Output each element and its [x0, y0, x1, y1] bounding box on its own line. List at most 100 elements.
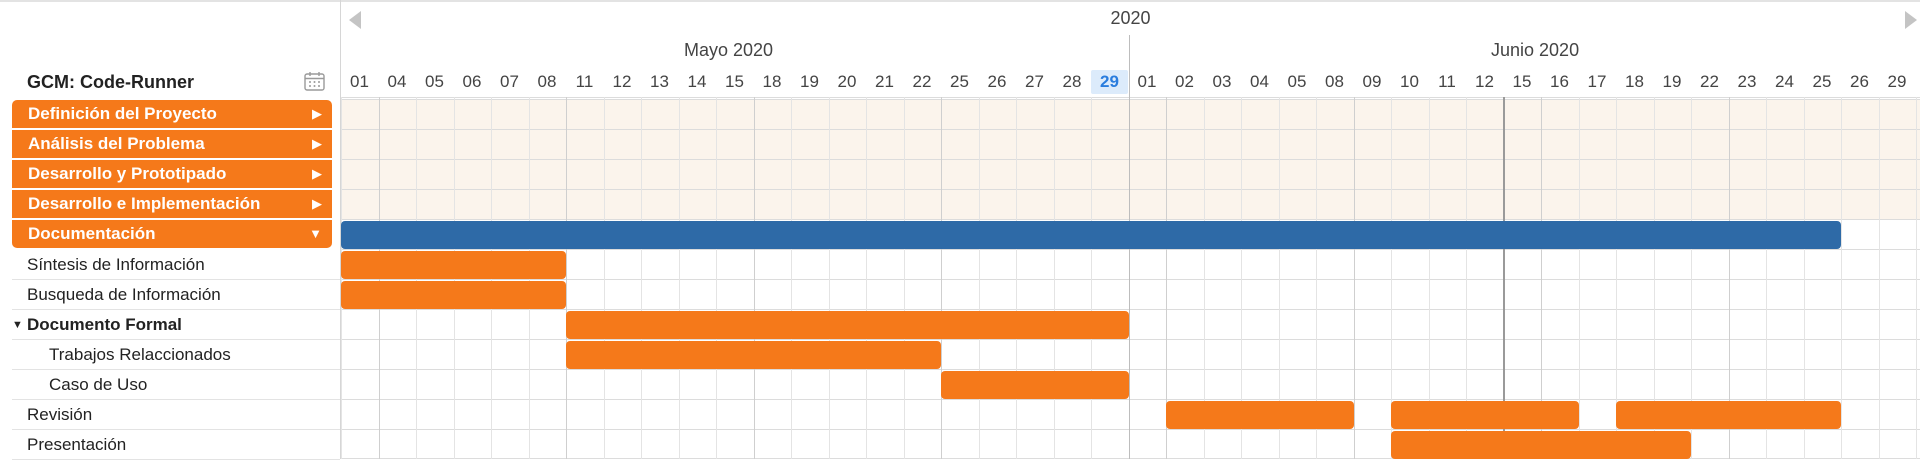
day-label: 12	[612, 72, 632, 91]
group-desarrollo-implementacion[interactable]: Desarrollo e Implementación ▶	[12, 190, 332, 218]
task-bar[interactable]	[941, 371, 1129, 399]
day-label: 22	[1700, 72, 1719, 91]
column-gridline	[1316, 97, 1317, 459]
column-gridline	[1203, 97, 1205, 459]
column-gridline	[1466, 97, 1467, 459]
month-label-junio: Junio 2020	[1491, 40, 1580, 60]
column-gridline	[866, 97, 867, 459]
day-label: 01	[1137, 72, 1157, 91]
group-desarrollo-prototipado[interactable]: Desarrollo y Prototipado ▶	[12, 160, 332, 188]
day-label: 10	[1400, 72, 1419, 91]
row-gridline	[341, 249, 1920, 250]
day-label: 24	[1775, 72, 1794, 91]
day-label: 26	[987, 72, 1007, 91]
task-label: Trabajos Relaccionados	[49, 345, 231, 364]
chevron-down-icon[interactable]: ▼	[12, 319, 23, 331]
row-gridline	[341, 279, 1920, 280]
task-row-presentacion[interactable]: Presentación	[12, 430, 340, 460]
group-label: Desarrollo y Prototipado	[28, 164, 227, 183]
row-gridline	[341, 159, 1920, 160]
task-row-caso-de-uso[interactable]: Caso de Uso	[12, 370, 340, 400]
day-label: 04	[1250, 72, 1269, 91]
column-gridline	[1091, 97, 1092, 459]
group-label: Definición del Proyecto	[28, 104, 217, 123]
day-label: 13	[650, 72, 669, 91]
task-label: Caso de Uso	[49, 375, 148, 394]
day-label: 25	[950, 72, 969, 91]
row-gridline	[341, 189, 1920, 190]
chevron-down-icon[interactable]: ▼	[309, 226, 322, 241]
current-week-marker	[1502, 97, 1505, 459]
day-label: 15	[1512, 72, 1532, 91]
top-border	[0, 0, 1920, 2]
task-bar[interactable]	[1616, 401, 1841, 429]
column-gridline	[1878, 97, 1880, 459]
task-bar[interactable]	[1166, 401, 1354, 429]
panel-divider[interactable]	[340, 0, 341, 459]
task-row-revision[interactable]: Revisión	[12, 400, 340, 430]
column-gridline	[1166, 97, 1167, 459]
group-analisis-problema[interactable]: Análisis del Problema ▶	[12, 130, 332, 158]
task-row-trabajos-relaccionados[interactable]: Trabajos Relaccionados	[12, 340, 340, 370]
row-gridline	[341, 369, 1920, 370]
column-gridline	[1428, 97, 1430, 459]
column-gridline	[1841, 97, 1842, 459]
column-gridline	[1766, 97, 1767, 459]
group-label: Documentación	[28, 224, 156, 243]
chevron-right-icon[interactable]: ▶	[312, 196, 322, 211]
task-label: Busqueda de Información	[27, 285, 221, 304]
chevron-right-icon[interactable]	[1905, 11, 1917, 29]
day-label: 04	[387, 72, 407, 91]
day-label: 02	[1175, 72, 1194, 91]
group-label: Análisis del Problema	[28, 134, 205, 153]
column-gridline	[791, 97, 792, 459]
group-label: Desarrollo e Implementación	[28, 194, 261, 213]
task-row-busqueda[interactable]: Busqueda de Información	[12, 280, 340, 310]
day-label: 19	[1662, 72, 1682, 91]
day-label: 12	[1475, 72, 1494, 91]
task-row-documento-formal[interactable]: ▼ Documento Formal	[12, 310, 340, 340]
task-bar[interactable]	[566, 311, 1129, 339]
task-row-sintesis[interactable]: Síntesis de Información	[12, 250, 340, 280]
calendar-icon[interactable]	[304, 71, 325, 91]
collapsed-groups-band	[341, 100, 1920, 220]
day-label: 05	[425, 72, 444, 91]
group-definicion-proyecto[interactable]: Definición del Proyecto ▶	[12, 100, 332, 128]
task-bar[interactable]	[341, 281, 566, 309]
task-bar[interactable]	[566, 341, 941, 369]
summary-bar-documentacion[interactable]	[341, 221, 1841, 249]
day-label: 08	[1325, 72, 1344, 91]
day-label: 16	[1550, 72, 1569, 91]
day-label: 23	[1737, 72, 1757, 91]
day-label: 19	[800, 72, 819, 91]
task-bar[interactable]	[1391, 401, 1579, 429]
day-label: 14	[687, 72, 707, 91]
task-bar[interactable]	[1391, 431, 1691, 459]
column-gridline	[753, 97, 755, 459]
column-gridline	[641, 97, 642, 459]
row-gridline	[341, 129, 1920, 130]
chevron-right-icon[interactable]: ▶	[312, 136, 322, 151]
column-gridline	[1353, 97, 1355, 459]
chevron-right-icon[interactable]: ▶	[312, 166, 322, 181]
chevron-left-icon[interactable]	[349, 11, 361, 29]
task-label: Revisión	[27, 405, 93, 424]
day-label: 07	[500, 72, 519, 91]
gantt-timeline: 2020 Mayo 2020 Junio 2020 01 04 05 06 07 08 11…	[341, 0, 1920, 459]
column-gridline	[678, 97, 680, 459]
column-gridline	[978, 97, 980, 459]
day-label: 05	[1287, 72, 1307, 91]
day-label: 17	[1587, 72, 1607, 91]
column-gridline	[1803, 97, 1805, 459]
chevron-right-icon[interactable]: ▶	[312, 106, 322, 121]
column-gridline	[1053, 97, 1055, 459]
group-documentacion[interactable]: Documentación ▼	[12, 220, 332, 248]
column-gridline	[1691, 97, 1692, 459]
day-label: 18	[762, 72, 782, 91]
task-label: Síntesis de Información	[27, 255, 205, 274]
day-label: 27	[1025, 72, 1044, 91]
column-gridline	[1728, 97, 1730, 459]
task-bar[interactable]	[341, 251, 566, 279]
row-gridline	[341, 99, 1920, 100]
row-gridline	[341, 219, 1920, 220]
